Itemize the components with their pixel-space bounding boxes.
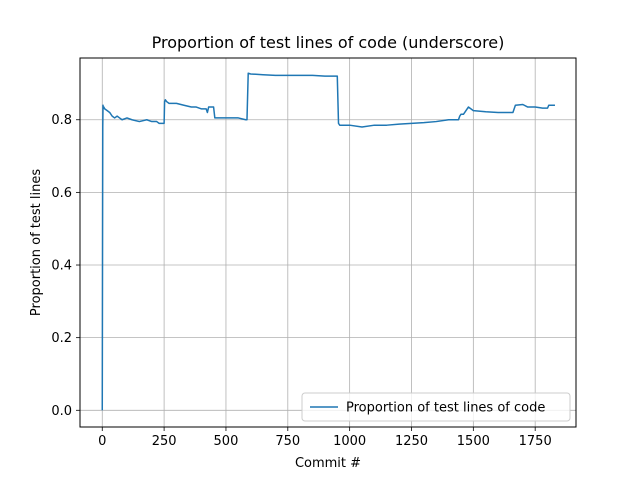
y-tick-label: 0.0 <box>51 404 72 419</box>
y-tick-label: 0.4 <box>51 259 72 274</box>
legend-label: Proportion of test lines of code <box>346 401 545 416</box>
x-tick-label: 250 <box>152 434 177 449</box>
legend: Proportion of test lines of code <box>301 392 571 422</box>
x-tick-label: 500 <box>214 434 239 449</box>
y-axis-title: Proportion of test lines <box>29 169 44 316</box>
legend-box <box>301 392 571 422</box>
grid-lines <box>80 58 576 427</box>
plot-area <box>80 58 576 427</box>
y-tick-label: 0.8 <box>51 113 72 128</box>
y-tick-label: 0.6 <box>51 186 72 201</box>
x-tick-label: 0 <box>98 434 106 449</box>
axis-ticks: 0 250 500 750 1000 1250 1500 1750 0.0 0.2 0.4 0.6 0.… <box>51 113 551 449</box>
y-tick-label: 0.2 <box>51 331 72 346</box>
x-tick-label: 1000 <box>333 434 366 449</box>
series-layer <box>101 72 555 411</box>
x-axis-title: Commit # <box>295 456 361 471</box>
x-tick-label: 1750 <box>519 434 552 449</box>
x-tick-label: 750 <box>275 434 300 449</box>
plot-frame <box>79 57 577 428</box>
series-line-0 <box>101 72 555 411</box>
x-tick-label: 1250 <box>395 434 428 449</box>
x-tick-label: 1500 <box>457 434 490 449</box>
chart-title: Proportion of test lines of code (unders… <box>152 33 505 52</box>
